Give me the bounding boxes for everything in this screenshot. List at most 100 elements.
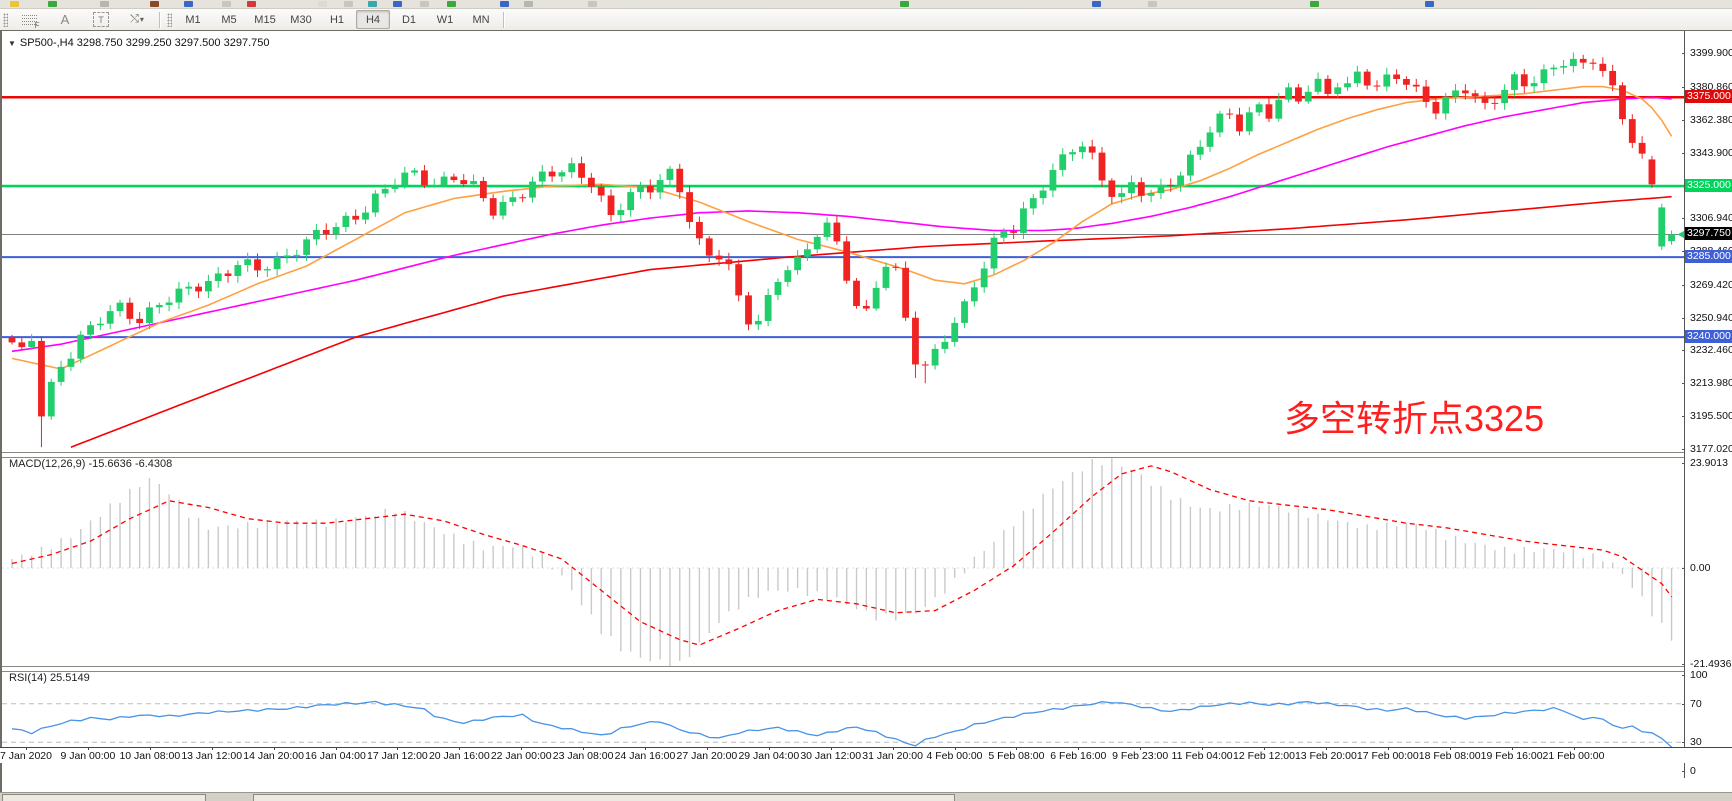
clipped-toolbar-icon [344, 1, 353, 7]
time-tick-label: 22 Jan 00:00 [490, 750, 552, 762]
clipped-toolbar-icon [318, 1, 327, 7]
time-tick-mark [645, 747, 646, 750]
time-tick-label: 30 Jan 12:00 [800, 750, 862, 762]
price-tick-mark [1682, 383, 1685, 385]
time-tick-label: 29 Jan 04:00 [738, 750, 800, 762]
clipped-toolbar-icon [1092, 1, 1101, 7]
time-tick-mark [1387, 747, 1389, 750]
time-tick-label: 27 Jan 20:00 [676, 750, 738, 762]
time-tick-label: 16 Jan 04:00 [305, 750, 366, 762]
price-badge-3325.000: 3325.000 [1685, 179, 1732, 193]
moving-average-slow-red [70, 195, 1672, 448]
rsi-panel[interactable] [2, 670, 1684, 777]
price-tick-mark [1682, 152, 1685, 154]
candlesticks [8, 52, 1675, 448]
panel-divider[interactable] [2, 666, 1684, 672]
toolbar-grip[interactable] [3, 12, 8, 27]
chart-annotation-text: 多空转折点3325 [1284, 398, 1545, 439]
rsi-tick-mark [1682, 675, 1685, 676]
panel-divider[interactable] [2, 452, 1684, 458]
dropdown-caret-icon: ▾ [139, 15, 144, 24]
fibonacci-grid-tool[interactable]: F [12, 10, 46, 30]
time-tick-label: 24 Jan 16:00 [614, 750, 676, 762]
time-tick-mark [1016, 747, 1018, 750]
time-tick-label: 31 Jan 20:00 [862, 750, 923, 762]
clipped-bottom-tabstrip [0, 792, 1732, 801]
clipped-toolbar-icon [10, 1, 19, 7]
price-badge-3285.000: 3285.000 [1685, 250, 1732, 264]
time-tick-mark [149, 747, 151, 750]
clipped-toolbar-icon [393, 1, 402, 7]
timeframe-button-h1[interactable]: H1 [329, 13, 345, 26]
time-tick-label: 4 Feb 00:00 [926, 750, 983, 762]
clipped-toolbar-icon [1425, 1, 1434, 7]
timeframe-button-mn[interactable]: MN [472, 13, 490, 26]
objects-arrows-tool[interactable]: ⤭ ▾ [120, 10, 154, 29]
timeframe-button-m30[interactable]: M30 [290, 13, 312, 26]
rsi-line [11, 700, 1673, 748]
time-axis[interactable]: 7 Jan 2020 9 Jan 00:00 10 Jan 08:00 13 Jan … [0, 747, 1732, 763]
time-tick-label: 7 Jan 2020 [0, 750, 52, 762]
clipped-toolbar-icon [500, 1, 509, 7]
chart-tab[interactable] [2, 794, 206, 801]
time-tick-mark [1078, 747, 1080, 750]
time-tick-mark [26, 747, 27, 750]
main-price-chart[interactable] [2, 31, 1684, 452]
time-tick-label: 21 Feb 00:00 [1542, 750, 1605, 762]
time-tick-mark [1202, 747, 1204, 750]
price-tick-label: 3250.940 [1690, 311, 1732, 324]
time-tick-mark [521, 747, 523, 750]
timeframe-button-d1[interactable]: D1 [401, 13, 417, 26]
clipped-toolbar-icon [48, 1, 57, 7]
macd-tick-mark [1682, 664, 1685, 666]
price-axis[interactable]: 3399.900 3380.860 3362.380 3343.900 3306.940… [1682, 31, 1732, 778]
timeframe-button-h4[interactable]: H4 [356, 10, 390, 29]
price-tick-label: 3306.940 [1690, 212, 1732, 225]
price-tick-mark [1682, 284, 1685, 286]
clipped-toolbar-icon [1310, 1, 1319, 7]
rsi-axis-label: 100 [1690, 669, 1708, 681]
time-tick-mark [768, 747, 770, 750]
toolbar-grip[interactable] [167, 12, 172, 27]
clipped-toolbar-icon [247, 1, 256, 7]
time-tick-mark [1325, 747, 1327, 750]
timeframe-button-m15[interactable]: M15 [254, 13, 276, 26]
chart-title: ▼ SP500-,H4 3298.750 3299.250 3297.500 32… [8, 37, 270, 49]
clipped-toolbar-icon [524, 1, 533, 7]
time-tick-label: 17 Feb 00:00 [1356, 750, 1419, 762]
time-tick-mark [1140, 747, 1142, 750]
macd-panel[interactable] [2, 457, 1684, 666]
macd-tick-mark [1682, 462, 1685, 464]
time-tick-label: 10 Jan 08:00 [119, 750, 181, 762]
text-label-tool[interactable]: A [48, 10, 82, 29]
clipped-toolbar-icon [100, 1, 109, 7]
time-tick-label: 14 Jan 20:00 [243, 750, 304, 762]
chart-tab[interactable] [253, 794, 955, 801]
macd-signal-line [11, 465, 1673, 646]
timeframe-button-m1[interactable]: M1 [185, 13, 201, 26]
time-tick-mark [583, 747, 585, 750]
time-tick-mark [1264, 747, 1265, 750]
clipped-toolbar-icon [447, 1, 456, 7]
timeframe-button-w1[interactable]: W1 [436, 13, 454, 26]
time-tick-mark [1573, 747, 1575, 750]
time-tick-label: 9 Jan 00:00 [60, 750, 116, 762]
time-tick-label: 23 Jan 08:00 [552, 750, 614, 762]
price-axis-border [1684, 31, 1685, 778]
price-tick-label: 3232.460 [1690, 344, 1732, 357]
time-tick-mark [830, 747, 832, 750]
time-tick-label: 13 Jan 12:00 [181, 750, 243, 762]
price-badge-3297.750: 3297.750 [1685, 227, 1732, 241]
toolbar-separator [159, 11, 160, 28]
text-box-tool[interactable]: T [84, 10, 118, 29]
time-tick-label: 19 Feb 16:00 [1480, 750, 1543, 762]
price-tick-mark [1682, 53, 1685, 55]
collapse-triangle-icon[interactable]: ▼ [8, 39, 16, 48]
rsi-tick-mark [1682, 771, 1685, 772]
timeframe-button-m5[interactable]: M5 [221, 13, 237, 26]
price-tick-label: 3213.980 [1690, 377, 1732, 390]
time-tick-label: 9 Feb 23:00 [1112, 750, 1169, 762]
clipped-toolbar-icon [184, 1, 193, 7]
price-tick-label: 3195.500 [1690, 410, 1732, 423]
time-tick-mark [892, 747, 894, 750]
